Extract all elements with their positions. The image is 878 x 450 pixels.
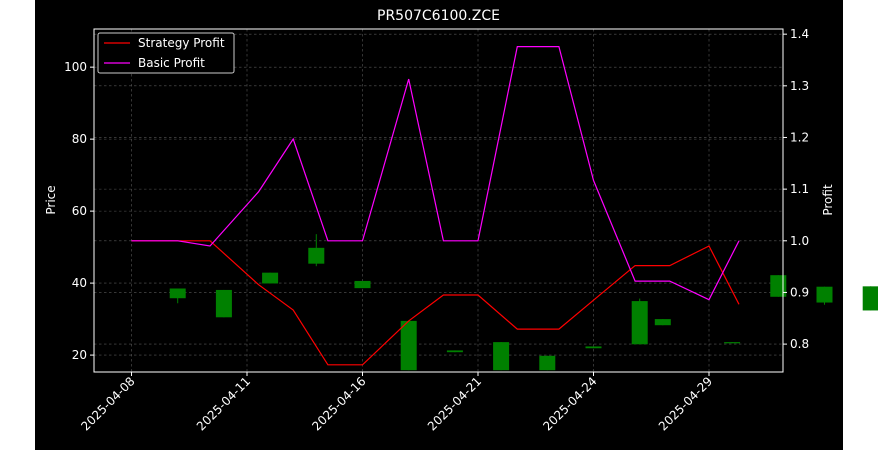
candle-body — [446, 350, 463, 353]
candle-body — [816, 286, 833, 303]
y-right-tick-label: 1.1 — [790, 182, 809, 196]
legend-label-strategy: Strategy Profit — [138, 36, 225, 50]
y-left-tick-label: 40 — [72, 276, 87, 290]
plot-area — [94, 29, 783, 372]
candle-body — [770, 275, 787, 297]
candle-body — [169, 288, 186, 299]
y-right-tick-label: 1.4 — [790, 27, 809, 41]
candle-body — [262, 272, 279, 284]
plot-frame — [93, 28, 784, 373]
y-axis-right-title: Profit — [821, 184, 835, 216]
y-right-tick-label: 1.2 — [790, 130, 809, 144]
y-right-tick-label: 1.0 — [790, 234, 809, 248]
y-left-tick-label: 80 — [72, 132, 87, 146]
legend-box — [97, 32, 235, 74]
candle-body — [354, 280, 371, 289]
basic-profit-line — [131, 45, 740, 301]
y-right-tick-label: 1.3 — [790, 79, 809, 93]
y-axis-left-title: Price — [44, 185, 58, 214]
legend-label-basic: Basic Profit — [138, 56, 205, 70]
y-right-tick-label: 0.9 — [790, 285, 809, 299]
left-y-axis: 20 40 60 80 100 — [64, 60, 94, 362]
candle-body — [539, 355, 556, 371]
right-y-axis: 0.8 0.9 1.0 1.1 1.2 1.3 1.4 — [783, 27, 809, 351]
grid-lines — [94, 29, 783, 372]
candle-body — [493, 342, 510, 371]
candle-body — [724, 342, 741, 344]
legend: Strategy Profit Basic Profit — [97, 32, 235, 74]
candle-body — [400, 320, 417, 371]
candle-body — [308, 247, 325, 264]
candle-body — [654, 319, 671, 326]
chart-title: PR507C6100.ZCE — [377, 8, 500, 24]
y-left-tick-label: 20 — [72, 348, 87, 362]
candle-body — [862, 286, 878, 311]
strategy-profit-line — [131, 240, 740, 366]
candle-body — [585, 346, 602, 349]
candle-body — [215, 289, 232, 318]
y-left-tick-label: 100 — [64, 60, 87, 74]
candle-body — [631, 301, 648, 345]
y-right-tick-label: 0.8 — [790, 337, 809, 351]
profit-lines — [131, 45, 740, 366]
y-left-tick-label: 60 — [72, 204, 87, 218]
candlestick-series — [169, 234, 878, 371]
